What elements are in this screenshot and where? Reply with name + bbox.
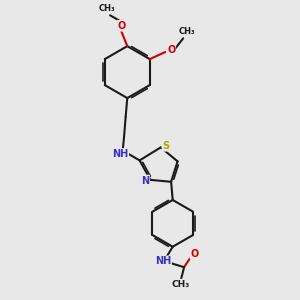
Text: CH₃: CH₃ [98, 4, 115, 13]
Text: NH: NH [112, 149, 128, 159]
Text: O: O [117, 21, 126, 31]
Text: CH₃: CH₃ [172, 280, 190, 289]
Text: S: S [162, 141, 169, 151]
Text: N: N [141, 176, 149, 185]
Text: O: O [167, 45, 175, 56]
Text: NH: NH [155, 256, 171, 266]
Text: O: O [190, 248, 199, 259]
Text: CH₃: CH₃ [179, 27, 195, 36]
